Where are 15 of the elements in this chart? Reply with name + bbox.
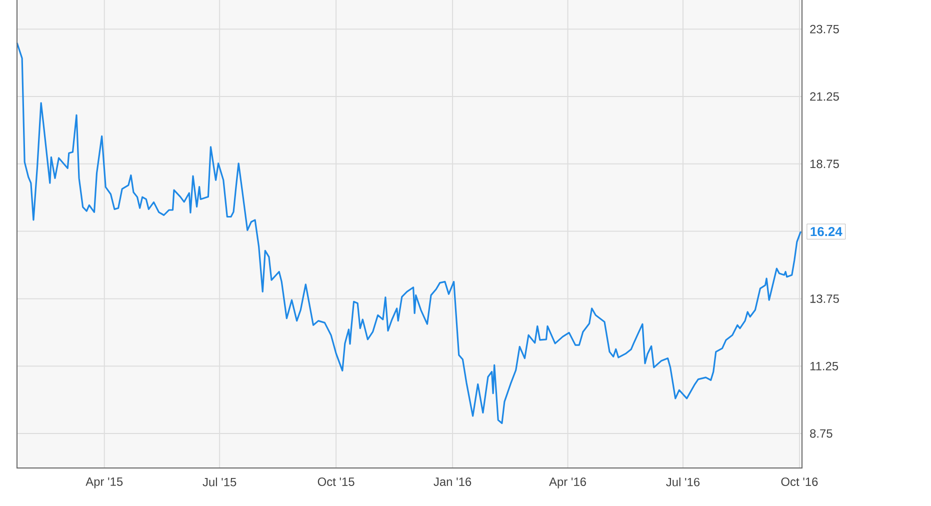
y-tick-label: 18.75 <box>810 160 839 168</box>
y-tick-label: 23.75 <box>810 24 839 34</box>
y-tick-label: 11.25 <box>810 362 838 370</box>
y-tick-label: 8.75 <box>810 429 832 438</box>
x-tick-label: Apr '15 <box>86 478 123 488</box>
annotation: 16.24 <box>810 226 842 236</box>
y-tick-label: 21.25 <box>810 92 839 101</box>
y-tick-label: 13.75 <box>810 294 839 303</box>
x-tick-label: Oct '16 <box>781 478 818 486</box>
x-tick-label: Jan '16 <box>434 478 472 486</box>
x-tick-label: Apr '16 <box>549 478 586 488</box>
x-tick-label: Jul '15 <box>202 478 236 486</box>
x-tick-label: Oct '15 <box>318 478 354 486</box>
x-tick-label: Jul '16 <box>666 478 700 486</box>
line-series <box>16 42 802 424</box>
